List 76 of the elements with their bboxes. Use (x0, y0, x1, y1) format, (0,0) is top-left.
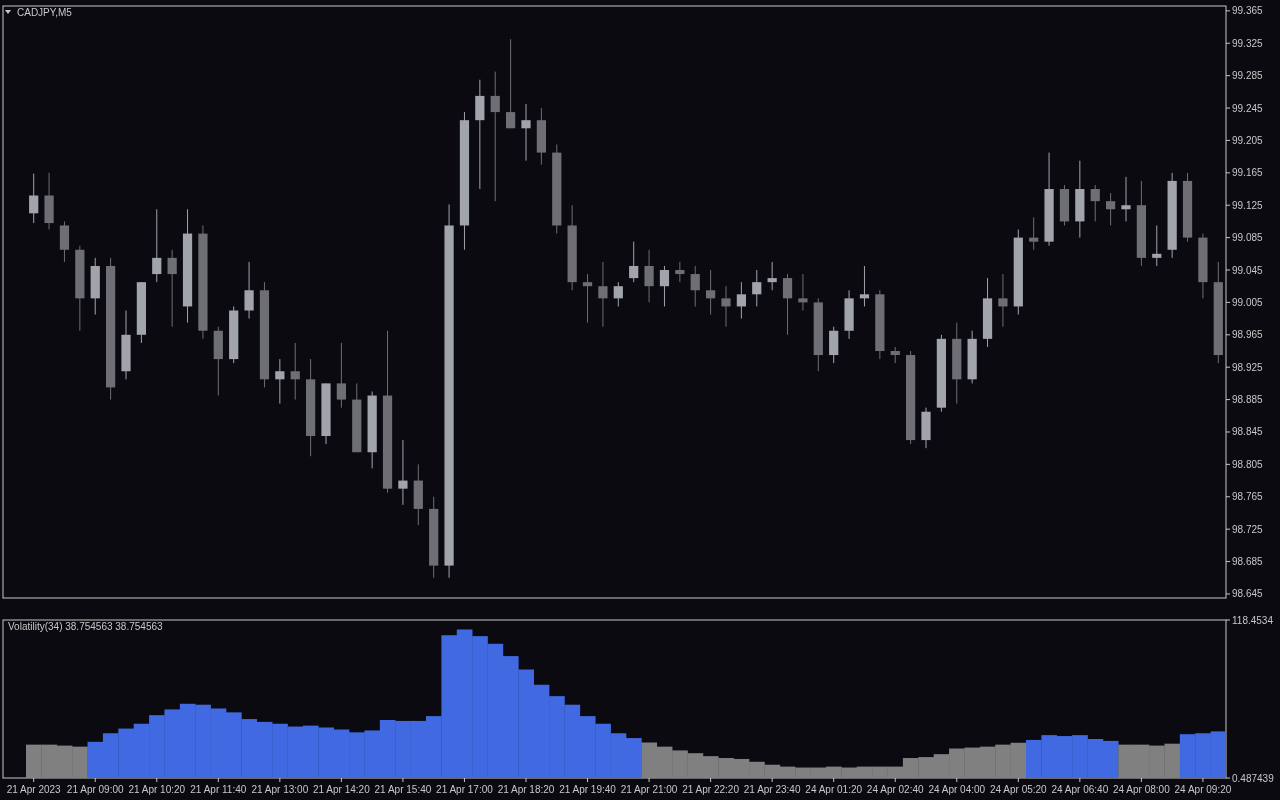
candlestick (336, 342, 346, 409)
x-tick-label: 24 Apr 08:00 (1113, 784, 1171, 795)
y-tick-label: 99.285 (1232, 70, 1264, 82)
y-tick-label: 98.925 (1232, 361, 1264, 373)
candlestick (29, 173, 39, 224)
y-tick-label: 118.4534 (1232, 614, 1274, 626)
x-tick-label: 24 Apr 04:00 (928, 784, 986, 795)
x-tick-label: 21 Apr 15:40 (374, 784, 432, 795)
y-tick-label: 98.805 (1232, 458, 1264, 470)
x-tick-label: 21 Apr 18:20 (497, 784, 555, 795)
y-tick-label: 98.845 (1232, 426, 1264, 438)
candlestick (629, 241, 639, 283)
x-tick-label: 24 Apr 02:40 (866, 784, 925, 795)
candlestick (598, 261, 608, 328)
candlestick (998, 273, 1008, 328)
y-tick-label: 99.205 (1232, 134, 1264, 146)
y-tick-label: 98.685 (1232, 556, 1264, 568)
x-tick-label: 21 Apr 11:40 (190, 784, 247, 795)
x-tick-label: 24 Apr 06:40 (1051, 784, 1109, 795)
y-tick-label: 99.245 (1232, 102, 1264, 114)
candlestick (798, 273, 808, 311)
candlestick (290, 342, 300, 401)
y-tick-label: 98.885 (1232, 394, 1264, 406)
x-tick-label: 21 Apr 10:20 (128, 784, 186, 795)
candlestick (582, 273, 593, 324)
x-tick-label: 21 Apr 22:20 (682, 784, 740, 795)
chart-title: Volatility(34) 38.754563 38.754563 (8, 621, 163, 632)
y-tick-label: 99.125 (1232, 199, 1264, 211)
x-tick-label: 21 Apr 19:40 (559, 784, 617, 795)
y-tick-label: 98.965 (1232, 329, 1264, 341)
y-tick-label: 98.645 (1232, 588, 1264, 600)
x-tick-label: 21 Apr 17:00 (436, 784, 494, 795)
candlestick (1152, 224, 1162, 267)
candlestick (782, 273, 793, 336)
candlestick (275, 358, 285, 405)
x-tick-label: 24 Apr 05:20 (989, 784, 1048, 795)
y-tick-label: 0.487439 (1232, 772, 1275, 784)
candlestick (152, 208, 162, 283)
x-tick-label: 21 Apr 21:00 (620, 784, 678, 795)
candlestick (613, 281, 623, 307)
x-tick-label: 21 Apr 14:20 (313, 784, 371, 795)
candlestick (506, 38, 516, 129)
candlestick (1106, 192, 1116, 226)
candlestick (644, 249, 654, 303)
candlestick (706, 269, 716, 316)
candlestick (690, 265, 700, 307)
candlestick (167, 249, 177, 328)
candlestick (244, 261, 254, 320)
candlestick (859, 265, 870, 307)
y-tick-label: 98.725 (1232, 523, 1264, 535)
chart-title: CADJPY,M5 (17, 7, 73, 18)
candlestick (1121, 176, 1131, 222)
y-tick-label: 99.165 (1232, 167, 1264, 179)
x-tick-label: 21 Apr 23:40 (743, 784, 801, 795)
candlestick (721, 285, 731, 328)
candlestick (767, 261, 777, 291)
x-tick-label: 24 Apr 09:20 (1174, 784, 1232, 795)
x-tick-label: 21 Apr 13:00 (251, 784, 309, 795)
x-tick-label: 21 Apr 2023 (6, 784, 62, 795)
candlestick (752, 269, 762, 307)
y-tick-label: 99.325 (1232, 37, 1264, 49)
y-tick-label: 99.005 (1232, 296, 1264, 308)
candlestick (1090, 184, 1100, 222)
candlestick (736, 281, 746, 320)
y-tick-label: 98.765 (1232, 491, 1264, 503)
candlestick (659, 265, 670, 307)
x-tick-label: 21 Apr 09:00 (66, 784, 125, 795)
x-tick-label: 24 Apr 01:20 (805, 784, 863, 795)
candlestick (675, 261, 685, 283)
candlestick (490, 71, 500, 202)
y-tick-label: 99.045 (1232, 264, 1264, 276)
y-tick-label: 99.085 (1232, 232, 1264, 244)
candlestick (398, 439, 408, 506)
y-tick-label: 99.365 (1232, 5, 1264, 17)
candlestick (1029, 216, 1039, 251)
candlestick (521, 103, 531, 162)
